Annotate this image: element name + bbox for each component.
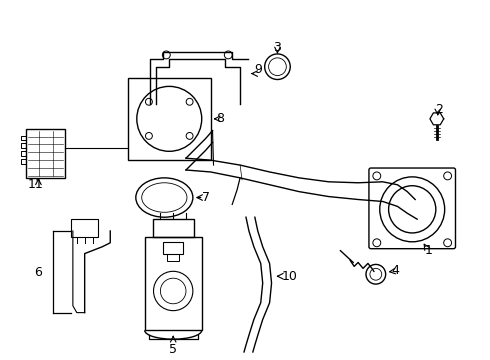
Text: 4: 4 [392,264,399,277]
Text: 8: 8 [217,112,224,125]
Bar [71,219,98,237]
Bar [163,242,183,253]
Text: 9: 9 [254,63,262,76]
Bar [167,253,179,261]
Text: 10: 10 [281,270,297,283]
Text: 6: 6 [34,266,42,279]
Text: 7: 7 [202,191,210,204]
Text: 3: 3 [273,41,281,54]
Bar [25,129,65,178]
Text: 5: 5 [169,342,177,356]
Bar [128,77,211,160]
Text: 1: 1 [425,244,433,257]
Text: 2: 2 [435,103,442,116]
Text: 11: 11 [27,178,43,191]
Bar [152,219,194,237]
Bar [145,237,202,330]
